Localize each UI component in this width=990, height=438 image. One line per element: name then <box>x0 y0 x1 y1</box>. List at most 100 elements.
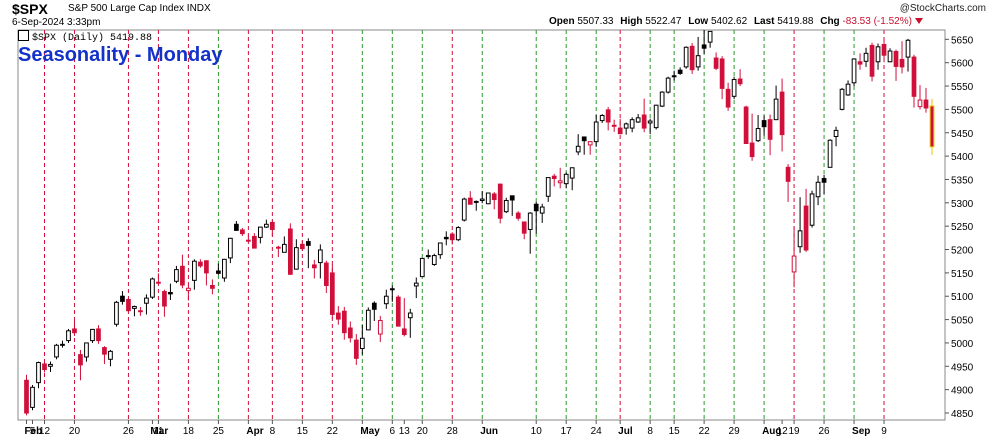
candle-body <box>605 109 611 123</box>
candle-body <box>389 288 395 291</box>
candle-body <box>114 301 119 325</box>
candle-body <box>216 270 221 274</box>
candle-body <box>629 119 635 129</box>
candle-body <box>287 228 293 275</box>
x-tick-label: 12 <box>39 426 51 437</box>
candle-body <box>210 284 215 289</box>
candle-body <box>473 200 479 203</box>
candle-body <box>815 181 821 198</box>
chart-title: Seasonality - Monday <box>18 44 223 66</box>
y-tick-label: 5200 <box>951 246 974 257</box>
candle-body <box>803 205 809 251</box>
candle-body <box>779 91 785 136</box>
candle-body <box>887 50 893 63</box>
x-tick-label: 22 <box>699 426 711 437</box>
x-tick-label: 5 <box>30 426 36 437</box>
candle-body <box>671 75 677 78</box>
candle-body <box>821 178 827 183</box>
high-value: 5522.47 <box>645 16 682 27</box>
candle-body <box>431 255 437 265</box>
candle-body <box>407 312 413 319</box>
x-tick-label: 17 <box>561 426 573 437</box>
candle-body <box>198 261 203 267</box>
x-tick-label: 8 <box>270 426 276 437</box>
candle-body <box>323 262 329 286</box>
candle-body <box>228 237 233 259</box>
x-tick-label: Apr <box>246 426 263 437</box>
candle-body <box>383 295 389 305</box>
series-legend: $SPX (Daily) 5419.88 <box>18 30 152 44</box>
y-tick-label: 5150 <box>951 269 974 280</box>
candle-body <box>246 239 251 242</box>
candle-body <box>270 221 275 230</box>
candle-body <box>557 180 563 184</box>
candle-body <box>785 166 791 182</box>
candle-body <box>623 123 629 129</box>
candle-body <box>162 291 167 307</box>
candle-body <box>773 98 779 121</box>
x-tick-label: 28 <box>447 426 459 437</box>
candle-body <box>204 260 209 274</box>
candle-body <box>857 61 863 65</box>
x-tick-label: 12 <box>777 426 789 437</box>
candle-body <box>264 223 269 228</box>
candle-body <box>359 337 365 350</box>
candle-body <box>827 139 833 168</box>
candle-body <box>305 241 311 246</box>
candle-body <box>120 295 125 302</box>
candle-body <box>893 50 899 67</box>
brand-watermark: @StockCharts.com <box>899 3 986 14</box>
candle-body <box>839 88 845 110</box>
candle-body <box>593 121 599 143</box>
y-tick-label: 5600 <box>951 59 974 70</box>
candle-body <box>905 39 911 58</box>
candle-body <box>353 339 359 359</box>
candle-body <box>66 330 71 342</box>
x-tick-label: 15 <box>297 426 309 437</box>
candle-body <box>108 350 113 360</box>
candle-body <box>258 226 263 238</box>
plot-frame <box>17 29 946 421</box>
candle-body <box>515 212 521 219</box>
candle-body <box>180 265 185 286</box>
candle-body <box>281 243 287 253</box>
candle-body <box>425 255 431 258</box>
candle-body <box>653 104 659 129</box>
candle-body <box>317 249 323 264</box>
candle-body <box>30 386 35 408</box>
candle-body <box>575 145 581 153</box>
candle-body <box>72 328 77 334</box>
candle-body <box>276 246 281 249</box>
candle-body <box>563 173 569 185</box>
candle-body <box>551 175 557 180</box>
candle-body <box>923 99 929 109</box>
candle-body <box>797 230 803 248</box>
candle-body <box>461 198 467 221</box>
y-tick-label: 4850 <box>951 409 974 420</box>
candle-body <box>581 136 587 142</box>
candle-body <box>150 278 155 298</box>
y-tick-label: 5500 <box>951 105 974 116</box>
candle-body <box>869 44 875 77</box>
candle-body <box>42 363 47 371</box>
y-tick-label: 5400 <box>951 152 974 163</box>
x-tick-label: 19 <box>789 426 801 437</box>
y-tick-label: 5550 <box>951 82 974 93</box>
y-tick-label: 4950 <box>951 362 974 373</box>
candle-body <box>707 30 713 43</box>
candle-body <box>347 327 353 339</box>
open-label: Open <box>549 16 575 27</box>
candle-body <box>485 192 491 205</box>
candle-body <box>479 198 485 201</box>
candle-body <box>455 227 461 241</box>
x-tick-label: May <box>360 426 380 437</box>
x-tick-label: 11 <box>153 426 164 437</box>
candle-body <box>641 114 647 129</box>
chg-value: -83.53 (-1.52%) <box>842 16 912 27</box>
x-tick-label: Jul <box>618 426 633 437</box>
open-value: 5507.33 <box>577 16 614 27</box>
candle-body <box>413 282 419 287</box>
y-tick-label: 4900 <box>951 386 974 397</box>
symbol: $SPX <box>12 1 48 17</box>
candle-body <box>36 362 41 384</box>
